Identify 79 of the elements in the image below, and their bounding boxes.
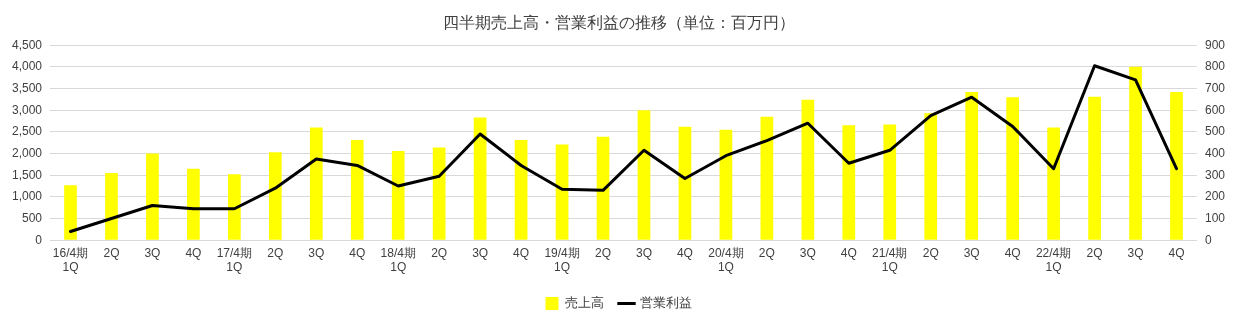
- y2-tick-label: 500: [1204, 124, 1226, 139]
- y2-tick-label: 700: [1204, 80, 1226, 95]
- legend-label: 営業利益: [639, 295, 692, 311]
- y-tick-label: 3,000: [12, 102, 43, 117]
- bar: [309, 127, 323, 240]
- x-tick-label: 2Q: [922, 245, 939, 260]
- bar: [1170, 92, 1183, 240]
- x-tick-label: 4Q: [1004, 245, 1021, 260]
- x-tick-label: 22/4期 1Q: [1035, 245, 1072, 275]
- bar: [924, 113, 938, 240]
- x-tick-label: 2Q: [595, 245, 612, 260]
- bar: [678, 126, 692, 240]
- bar: [1088, 96, 1101, 240]
- x-tick-label: 4Q: [513, 245, 530, 260]
- bar: [1006, 97, 1019, 240]
- bar: [801, 99, 815, 240]
- bar: [350, 140, 364, 240]
- y2-tick-label: 0: [1204, 232, 1212, 247]
- x-tick-label: 3Q: [963, 245, 980, 260]
- x-tick-label: 4Q: [676, 245, 693, 260]
- x-tick-label: 3Q: [144, 245, 161, 260]
- y-tick-label: 4,000: [12, 59, 43, 74]
- bar: [432, 147, 446, 240]
- y2-tick-label: 100: [1204, 210, 1226, 225]
- x-tick-label: 3Q: [635, 245, 652, 260]
- x-tick-label: 19/4期 1Q: [544, 245, 580, 275]
- x-tick-label: 4Q: [1168, 245, 1185, 260]
- bar: [596, 136, 610, 240]
- y-tick-label: 1,000: [12, 189, 43, 204]
- x-tick-label: 2Q: [1086, 245, 1103, 260]
- x-tick-label: 17/4期 1Q: [216, 245, 253, 275]
- bar: [146, 153, 159, 240]
- bar: [760, 116, 774, 240]
- y-tick-label: 0: [35, 232, 43, 247]
- x-tick-label: 21/4期 1Q: [872, 245, 908, 275]
- y2-tick-label: 800: [1204, 59, 1226, 74]
- x-tick-label: 4Q: [840, 245, 857, 260]
- bar: [842, 125, 856, 240]
- bar: [1129, 66, 1142, 240]
- bar: [965, 92, 979, 240]
- bar: [719, 129, 733, 240]
- x-tick-label: 3Q: [799, 245, 816, 260]
- x-tick-label: 3Q: [472, 245, 489, 260]
- y2-tick-label: 200: [1204, 189, 1226, 204]
- bar: [64, 185, 77, 240]
- bar: [473, 117, 487, 240]
- bar: [187, 168, 200, 240]
- y2-tick-label: 300: [1204, 167, 1226, 182]
- y-tick-label: 1,500: [12, 167, 43, 182]
- x-tick-label: 18/4期 1Q: [380, 245, 416, 275]
- y-tick-label: 2,000: [12, 145, 43, 160]
- y-tick-label: 500: [22, 210, 43, 225]
- x-tick-label: 20/4期 1Q: [708, 245, 744, 275]
- y-tick-label: 4,500: [12, 37, 43, 52]
- x-tick-label: 2Q: [103, 245, 120, 260]
- bar: [514, 140, 528, 240]
- x-tick-label: 4Q: [185, 245, 202, 260]
- x-tick-label: 4Q: [349, 245, 366, 260]
- bar: [555, 144, 569, 240]
- y2-tick-label: 600: [1204, 102, 1226, 117]
- y-tick-label: 3,500: [12, 80, 43, 95]
- y2-tick-label: 900: [1204, 37, 1226, 52]
- legend-label: 売上高: [565, 295, 604, 311]
- y2-tick-label: 400: [1204, 145, 1226, 160]
- x-tick-label: 3Q: [308, 245, 325, 260]
- bar: [105, 173, 118, 240]
- x-tick-label: 2Q: [758, 245, 775, 260]
- x-tick-label: 3Q: [1127, 245, 1144, 260]
- x-tick-label: 2Q: [431, 245, 448, 260]
- x-tick-label: 16/4期 1Q: [52, 245, 89, 275]
- bar: [637, 110, 651, 240]
- y-tick-label: 2,500: [12, 124, 43, 139]
- bar: [391, 150, 405, 240]
- chart-title: 四半期売上高・営業利益の推移（単位：百万円）: [442, 14, 795, 32]
- x-tick-label: 2Q: [267, 245, 284, 260]
- bar: [1047, 127, 1060, 240]
- bar: [228, 174, 241, 240]
- bar: [268, 152, 282, 240]
- bar: [883, 124, 897, 240]
